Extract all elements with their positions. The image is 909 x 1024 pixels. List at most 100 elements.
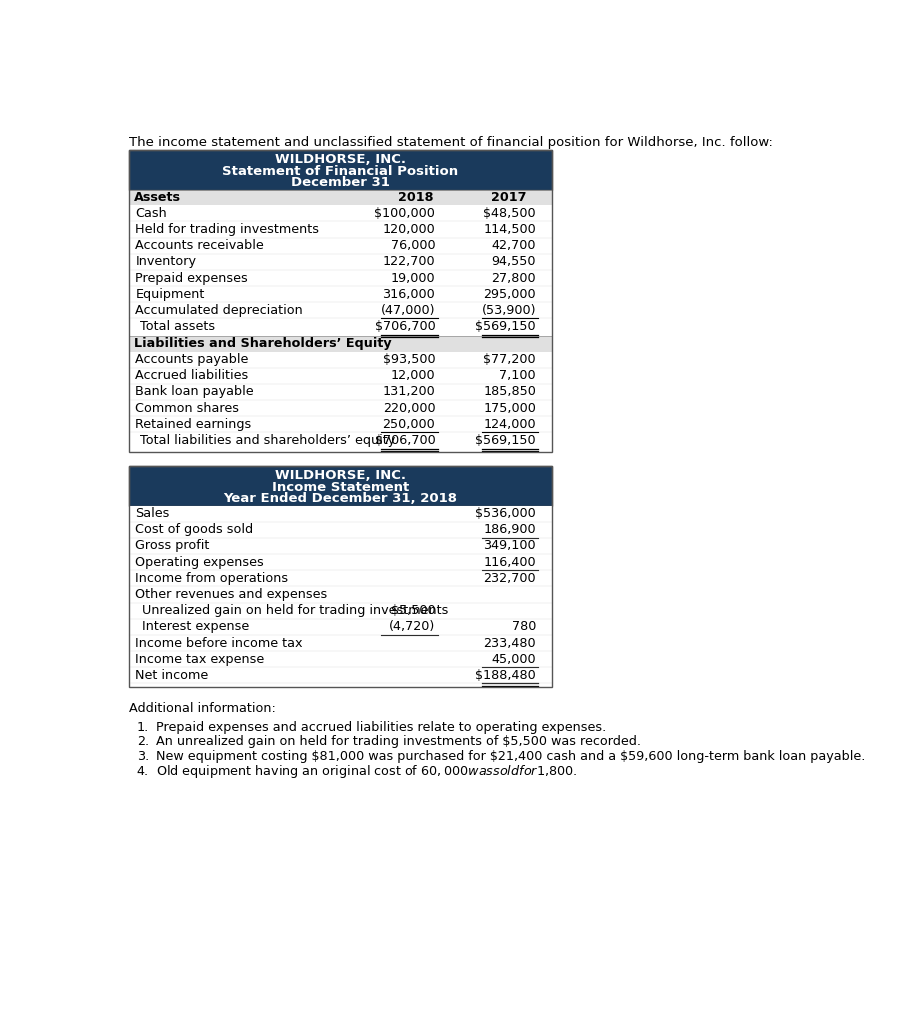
Text: 780: 780 (512, 621, 536, 634)
Bar (129, 238, 552, 254)
Text: 19,000: 19,000 (391, 271, 435, 285)
Text: Held for trading investments: Held for trading investments (135, 223, 319, 236)
Text: Total liabilities and shareholders’ equity: Total liabilities and shareholders’ equi… (140, 434, 395, 447)
Bar (129, 538, 552, 554)
Bar (129, 368, 552, 384)
Text: New equipment costing $81,000 was purchased for $21,400 cash and a $59,600 long-: New equipment costing $81,000 was purcha… (156, 751, 865, 763)
Text: An unrealized gain on held for trading investments of $5,500 was recorded.: An unrealized gain on held for trading i… (156, 735, 641, 749)
Text: Interest expense: Interest expense (142, 621, 249, 634)
Text: 175,000: 175,000 (483, 401, 536, 415)
Text: 124,000: 124,000 (484, 418, 536, 431)
Text: 114,500: 114,500 (484, 223, 536, 236)
Text: WILDHORSE, INC.: WILDHORSE, INC. (275, 154, 405, 166)
Text: Income tax expense: Income tax expense (135, 652, 265, 666)
Text: $77,200: $77,200 (484, 353, 536, 367)
Text: 7,100: 7,100 (499, 370, 536, 382)
Bar (129, 302, 552, 318)
Text: 3.: 3. (137, 751, 149, 763)
Bar (129, 270, 552, 286)
Text: Accounts receivable: Accounts receivable (135, 240, 265, 252)
Text: 131,200: 131,200 (383, 385, 435, 398)
Text: 45,000: 45,000 (492, 652, 536, 666)
Bar (129, 466, 552, 687)
Bar (129, 351, 552, 368)
Text: $706,700: $706,700 (375, 321, 435, 333)
Text: 1.: 1. (137, 721, 149, 734)
Text: 2018: 2018 (398, 191, 434, 204)
Bar (129, 522, 552, 538)
Bar (129, 205, 552, 221)
Bar (129, 602, 552, 618)
Text: Income from operations: Income from operations (135, 571, 288, 585)
Text: 250,000: 250,000 (383, 418, 435, 431)
Text: Total assets: Total assets (140, 321, 215, 333)
Text: (53,900): (53,900) (482, 304, 536, 316)
Text: Accumulated depreciation: Accumulated depreciation (135, 304, 303, 316)
Text: 4.: 4. (137, 765, 149, 777)
Bar (129, 286, 552, 302)
Bar (129, 618, 552, 635)
Text: Old equipment having an original cost of $60,000 was sold for $1,800.: Old equipment having an original cost of… (156, 763, 577, 779)
Text: Accrued liabilities: Accrued liabilities (135, 370, 248, 382)
Text: $188,480: $188,480 (475, 669, 536, 682)
Text: 233,480: 233,480 (484, 637, 536, 649)
Text: 232,700: 232,700 (484, 571, 536, 585)
Bar (129, 432, 552, 449)
Text: Gross profit: Gross profit (135, 540, 210, 553)
Text: 316,000: 316,000 (383, 288, 435, 301)
Text: Common shares: Common shares (135, 401, 239, 415)
Text: 185,850: 185,850 (483, 385, 536, 398)
Text: (47,000): (47,000) (381, 304, 435, 316)
Text: Net income: Net income (135, 669, 208, 682)
Text: WILDHORSE, INC.: WILDHORSE, INC. (275, 469, 405, 482)
Text: 116,400: 116,400 (484, 556, 536, 568)
Text: December 31: December 31 (291, 176, 390, 189)
Text: 94,550: 94,550 (492, 255, 536, 268)
Text: Accounts payable: Accounts payable (135, 353, 249, 367)
Bar (129, 318, 552, 335)
Bar (129, 150, 552, 189)
Text: $536,000: $536,000 (475, 507, 536, 520)
Text: 2.: 2. (137, 735, 149, 749)
Bar (129, 506, 552, 522)
Bar (129, 466, 552, 506)
Text: 120,000: 120,000 (383, 223, 435, 236)
Bar (129, 416, 552, 432)
Text: Cash: Cash (135, 207, 167, 220)
Text: Bank loan payable: Bank loan payable (135, 385, 254, 398)
Text: Operating expenses: Operating expenses (135, 556, 265, 568)
Text: 27,800: 27,800 (492, 271, 536, 285)
Bar (129, 651, 552, 668)
Text: Unrealized gain on held for trading investments: Unrealized gain on held for trading inve… (142, 604, 448, 617)
Bar (129, 400, 552, 416)
Bar (129, 668, 552, 683)
Text: $5,500: $5,500 (391, 604, 435, 617)
Text: Income before income tax: Income before income tax (135, 637, 303, 649)
Text: 295,000: 295,000 (484, 288, 536, 301)
Text: Cost of goods sold: Cost of goods sold (135, 523, 254, 537)
Text: 349,100: 349,100 (484, 540, 536, 553)
Text: Other revenues and expenses: Other revenues and expenses (135, 588, 327, 601)
Bar (129, 336, 552, 351)
Text: 42,700: 42,700 (492, 240, 536, 252)
Text: 122,700: 122,700 (383, 255, 435, 268)
Text: Liabilities and Shareholders’ Equity: Liabilities and Shareholders’ Equity (134, 337, 392, 350)
Text: $569,150: $569,150 (475, 321, 536, 333)
Text: 2017: 2017 (491, 191, 526, 204)
Bar (129, 150, 552, 452)
Bar (129, 254, 552, 270)
Text: Prepaid expenses: Prepaid expenses (135, 271, 248, 285)
Text: $569,150: $569,150 (475, 434, 536, 447)
Text: 220,000: 220,000 (383, 401, 435, 415)
Bar (129, 384, 552, 400)
Bar (129, 221, 552, 238)
Bar (129, 587, 552, 602)
Text: $48,500: $48,500 (484, 207, 536, 220)
Text: $706,700: $706,700 (375, 434, 435, 447)
Text: 12,000: 12,000 (391, 370, 435, 382)
Bar (129, 635, 552, 651)
Text: Retained earnings: Retained earnings (135, 418, 252, 431)
Text: 186,900: 186,900 (484, 523, 536, 537)
Text: $100,000: $100,000 (375, 207, 435, 220)
Text: Sales: Sales (135, 507, 170, 520)
